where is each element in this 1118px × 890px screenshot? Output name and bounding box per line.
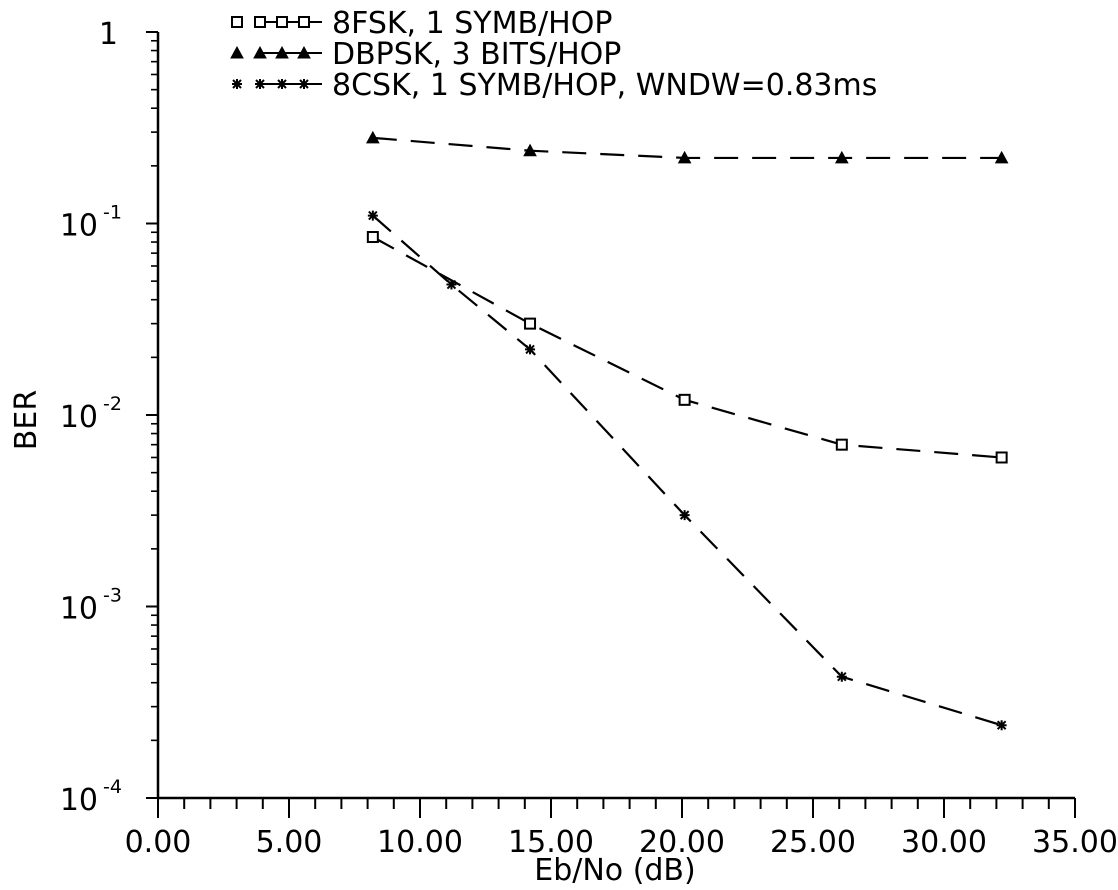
star-marker <box>232 79 242 89</box>
series-square <box>366 231 1008 464</box>
x-tick-label: 15.00 <box>508 825 594 860</box>
triangle-marker <box>834 150 849 164</box>
y-axis-title: BER <box>9 390 44 450</box>
x-axis-title: Eb/No (dB) <box>534 853 695 888</box>
y-tick-exponent: -3 <box>103 585 122 607</box>
x-tick-label: 20.00 <box>639 825 725 860</box>
y-tick-label: 10 <box>60 400 98 435</box>
legend-label: 8FSK, 1 SYMB/HOP <box>332 6 612 41</box>
triangle-marker <box>253 45 267 59</box>
legend-entry: DBPSK, 3 BITS/HOP <box>230 37 621 72</box>
series-star <box>367 210 1007 731</box>
triangle-marker <box>275 45 289 59</box>
triangle-marker <box>230 45 244 59</box>
square-marker <box>231 16 243 28</box>
star-marker <box>277 79 287 89</box>
series-line <box>372 136 1002 160</box>
legend-entry: 8FSK, 1 SYMB/HOP <box>231 6 612 41</box>
triangle-marker <box>994 150 1009 164</box>
series-line <box>372 214 1002 727</box>
legend-entry: 8CSK, 1 SYMB/HOP, WNDW=0.83ms <box>232 68 877 103</box>
star-marker <box>299 79 309 89</box>
legend-label: 8CSK, 1 SYMB/HOP, WNDW=0.83ms <box>332 68 877 103</box>
series-line <box>372 236 1002 459</box>
square-marker <box>995 451 1008 464</box>
star-marker <box>836 671 847 682</box>
square-marker <box>524 317 537 330</box>
y-tick-label: 1 <box>99 17 118 52</box>
star-marker <box>996 720 1007 731</box>
square-marker <box>366 231 379 244</box>
triangle-marker <box>523 143 537 157</box>
square-marker <box>254 16 266 28</box>
square-marker <box>298 16 310 28</box>
star-marker <box>367 210 378 221</box>
star-marker <box>446 279 457 290</box>
x-tick-label: 25.00 <box>770 825 856 860</box>
ticks: 0.00 5.00 10.00 15.00 20.00 25.00 30.00 35.00 1 1… <box>60 17 1118 860</box>
x-tick-label: 0.00 <box>125 825 192 860</box>
series-triangle <box>365 130 1009 164</box>
axes <box>156 32 1075 800</box>
square-marker <box>276 16 288 28</box>
triangle-marker <box>365 130 380 144</box>
series-layer <box>365 130 1009 731</box>
y-tick-exponent: -2 <box>103 393 122 415</box>
x-tick-label: 30.00 <box>901 825 987 860</box>
legend-label: DBPSK, 3 BITS/HOP <box>332 37 621 72</box>
star-marker <box>255 79 265 89</box>
star-marker <box>525 344 536 355</box>
y-tick-exponent: -4 <box>103 776 122 798</box>
x-tick-label: 10.00 <box>377 825 463 860</box>
y-tick-label: 10 <box>60 592 98 627</box>
square-marker <box>835 438 848 451</box>
x-tick-label: 35.00 <box>1032 825 1118 860</box>
y-tick-exponent: -1 <box>103 202 122 224</box>
triangle-marker <box>677 150 692 164</box>
star-marker <box>679 510 690 521</box>
triangle-marker <box>297 45 311 59</box>
y-tick-label: 10 <box>60 209 98 244</box>
square-marker <box>678 393 691 406</box>
x-tick-label: 5.00 <box>256 825 323 860</box>
y-tick-label: 10 <box>60 783 98 818</box>
